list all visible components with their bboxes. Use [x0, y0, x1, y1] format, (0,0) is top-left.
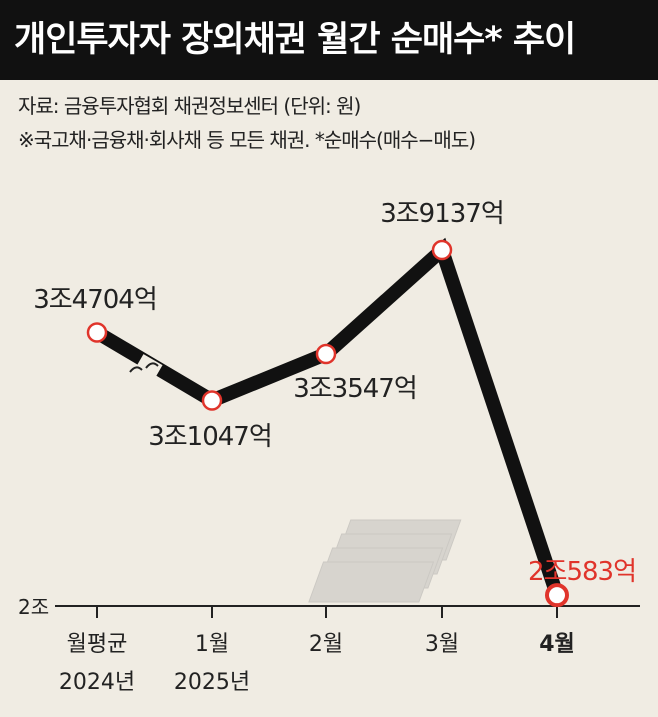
data-point [201, 390, 223, 411]
data-label: 2조583억 [528, 557, 636, 587]
x-tick-label-year: 2025년 [174, 670, 250, 695]
x-tick-label: 월평균 [67, 632, 128, 657]
data-point [545, 583, 569, 608]
data-point [86, 322, 108, 343]
data-label: 3조3547억 [293, 374, 417, 404]
x-tick-label-year: 2024년 [59, 670, 135, 695]
footnote: ※국고채·금융채·회사채 등 모든 채권. *순매수(매수−매도) [18, 128, 476, 152]
x-tick-label: 1월 [195, 632, 229, 657]
data-label: 3조9137억 [380, 199, 504, 229]
axis-break-icon [129, 362, 159, 373]
source-note: 자료: 금융투자협회 채권정보센터 (단위: 원) [18, 94, 361, 118]
data-label: 3조4704억 [33, 285, 157, 315]
x-tick-label: 4월 [539, 632, 575, 657]
x-tick-label: 2월 [309, 632, 343, 657]
axis-break-gap [131, 354, 163, 386]
data-point [431, 239, 453, 261]
data-label: 3조1047억 [148, 422, 272, 452]
data-point [315, 343, 337, 365]
money-stack-icon [308, 519, 462, 603]
x-tick-label: 3월 [425, 632, 459, 657]
y-axis-label: 2조 [18, 595, 49, 619]
chart-title: 개인투자자 장외채권 월간 순매수* 추이 [0, 0, 658, 80]
